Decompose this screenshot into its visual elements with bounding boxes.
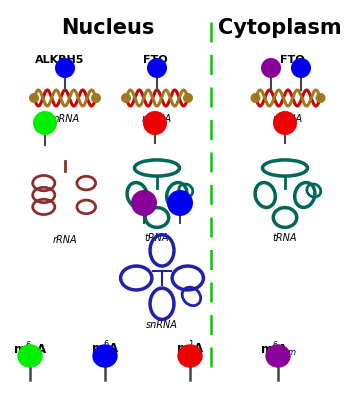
Ellipse shape <box>93 345 117 367</box>
Circle shape <box>273 111 297 135</box>
Ellipse shape <box>18 345 42 367</box>
Text: Nucleus: Nucleus <box>61 18 155 38</box>
Circle shape <box>121 93 131 103</box>
Text: tRNA: tRNA <box>145 233 169 243</box>
Circle shape <box>33 111 57 135</box>
Circle shape <box>291 58 311 78</box>
Text: mRNA: mRNA <box>273 114 303 124</box>
Text: FTO: FTO <box>143 55 167 65</box>
Text: rRNA: rRNA <box>53 235 77 245</box>
Circle shape <box>147 58 167 78</box>
Circle shape <box>29 93 39 103</box>
Circle shape <box>251 93 261 103</box>
Circle shape <box>316 93 326 103</box>
Text: m$^6$$_2$A: m$^6$$_2$A <box>13 340 47 359</box>
Text: m$^6$A$_m$: m$^6$A$_m$ <box>260 340 296 359</box>
Text: snRNA: snRNA <box>146 320 178 330</box>
Text: m$^1$A: m$^1$A <box>175 340 204 357</box>
Circle shape <box>183 93 193 103</box>
Text: FTO: FTO <box>280 55 304 65</box>
Circle shape <box>261 58 281 78</box>
Circle shape <box>167 190 193 216</box>
Text: mRNA: mRNA <box>50 114 80 124</box>
Text: mRNA: mRNA <box>142 114 172 124</box>
Circle shape <box>143 111 167 135</box>
Circle shape <box>55 58 75 78</box>
Circle shape <box>91 93 101 103</box>
Text: tRNA: tRNA <box>273 233 297 243</box>
Text: ALKBH5: ALKBH5 <box>35 55 85 65</box>
Ellipse shape <box>266 345 290 367</box>
Circle shape <box>131 190 157 216</box>
Text: Cytoplasm: Cytoplasm <box>218 18 342 38</box>
Ellipse shape <box>178 345 202 367</box>
Text: m$^6$A: m$^6$A <box>91 340 120 357</box>
